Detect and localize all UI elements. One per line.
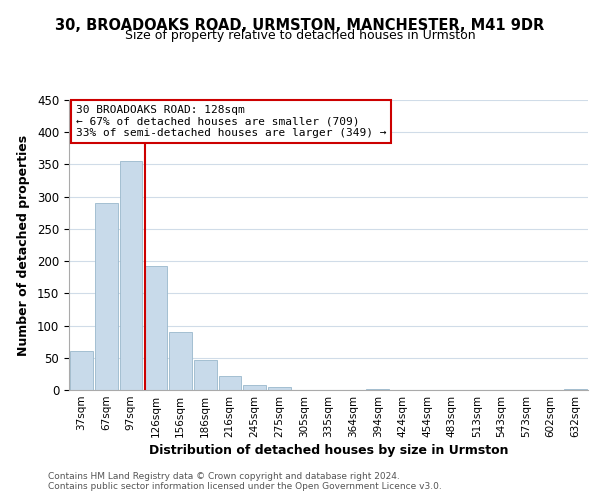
Text: Contains public sector information licensed under the Open Government Licence v3: Contains public sector information licen… — [48, 482, 442, 491]
Bar — [194, 360, 217, 390]
Bar — [144, 266, 167, 390]
Bar — [243, 385, 266, 390]
Bar — [367, 388, 389, 390]
Bar — [169, 332, 192, 390]
Bar — [120, 161, 142, 390]
Bar — [95, 203, 118, 390]
Bar — [564, 388, 587, 390]
X-axis label: Distribution of detached houses by size in Urmston: Distribution of detached houses by size … — [149, 444, 508, 457]
Text: Size of property relative to detached houses in Urmston: Size of property relative to detached ho… — [125, 29, 475, 42]
Text: Contains HM Land Registry data © Crown copyright and database right 2024.: Contains HM Land Registry data © Crown c… — [48, 472, 400, 481]
Bar — [70, 352, 93, 390]
Bar — [268, 388, 290, 390]
Bar — [218, 376, 241, 390]
Text: 30, BROADOAKS ROAD, URMSTON, MANCHESTER, M41 9DR: 30, BROADOAKS ROAD, URMSTON, MANCHESTER,… — [55, 18, 545, 32]
Text: 30 BROADOAKS ROAD: 128sqm
← 67% of detached houses are smaller (709)
33% of semi: 30 BROADOAKS ROAD: 128sqm ← 67% of detac… — [76, 105, 386, 138]
Y-axis label: Number of detached properties: Number of detached properties — [17, 134, 30, 356]
